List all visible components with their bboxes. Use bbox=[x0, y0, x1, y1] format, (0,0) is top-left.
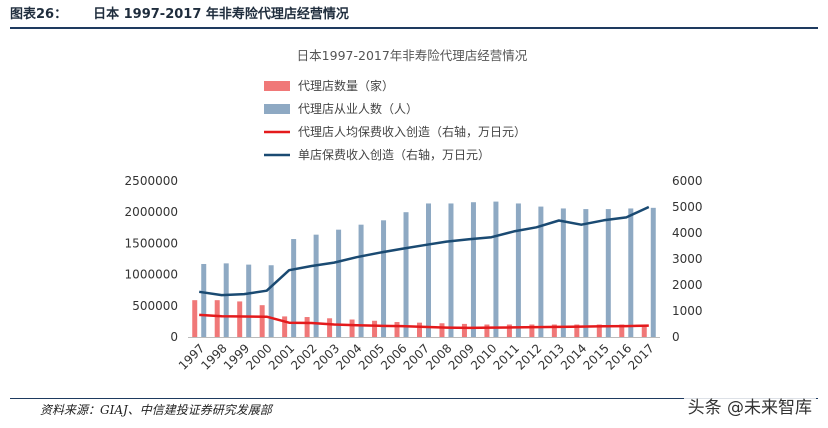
chart-title: 日本1997-2017年非寿险代理店经营情况 bbox=[297, 48, 528, 63]
legend-swatch-1 bbox=[264, 81, 290, 91]
bar-agency-count bbox=[214, 300, 220, 337]
line-premium-per-staff bbox=[199, 313, 649, 330]
x-tick-label: 2017 bbox=[625, 341, 656, 372]
legend-label-3: 代理店人均保费收入创造（右轴，万日元） bbox=[298, 124, 526, 139]
legend-swatch-2 bbox=[264, 104, 290, 114]
bar-agency-staff bbox=[268, 265, 274, 337]
bar-agency-staff bbox=[560, 208, 566, 337]
y-tick-label: 2000000 bbox=[125, 205, 178, 219]
bar-agency-staff bbox=[381, 220, 387, 337]
bar-agency-count bbox=[619, 324, 625, 337]
bar-agency-count bbox=[327, 318, 333, 337]
bar-agency-count bbox=[417, 322, 422, 337]
bar-agency-count bbox=[551, 324, 557, 337]
bar-agency-staff bbox=[650, 207, 656, 337]
legend-label-4: 单店保费收入创造（右轴，万日元） bbox=[298, 147, 490, 162]
figure-title: 日本 1997-2017 年非寿险代理店经营情况 bbox=[93, 7, 349, 22]
bar-agency-staff bbox=[201, 263, 207, 337]
bar-agency-count bbox=[439, 323, 445, 337]
watermark: 头条 @未来智库 bbox=[683, 393, 816, 418]
y-tick-label: 1500000 bbox=[125, 236, 178, 250]
bar-agency-staff bbox=[583, 209, 589, 337]
bar-agency-staff bbox=[246, 264, 252, 337]
y2-tick-label: 1000 bbox=[672, 304, 703, 318]
bar-agency-count bbox=[259, 305, 265, 337]
bar-agency-count bbox=[304, 317, 310, 337]
header-rule bbox=[10, 27, 818, 29]
bar-agency-count bbox=[574, 324, 580, 337]
bar-agency-staff bbox=[470, 202, 476, 337]
bar-agency-count bbox=[484, 324, 490, 337]
bar-agency-count bbox=[394, 322, 400, 337]
bar-agency-count bbox=[529, 324, 535, 337]
bar-agency-staff bbox=[493, 201, 499, 337]
y-tick-label: 1000000 bbox=[125, 268, 178, 282]
line-premium-per-agency bbox=[199, 205, 650, 297]
bar-agency-staff bbox=[448, 203, 454, 337]
bar-agency-staff bbox=[223, 263, 229, 337]
bar-agency-count bbox=[349, 319, 355, 337]
figure-header: 图表26： 日本 1997-2017 年非寿险代理店经营情况 bbox=[10, 3, 349, 25]
y-tick-label: 0 bbox=[170, 330, 178, 344]
y2-tick-label: 3000 bbox=[672, 252, 703, 266]
bar-agency-staff bbox=[403, 212, 409, 337]
y2-tick-label: 2000 bbox=[672, 278, 703, 292]
bar-agency-count bbox=[237, 301, 243, 337]
legend-label-1: 代理店数量（家） bbox=[298, 78, 394, 93]
y2-tick-label: 6000 bbox=[672, 174, 703, 188]
source-note: 资料来源：GIAJ、中信建投证券研究发展部 bbox=[40, 403, 272, 417]
bar-agency-staff bbox=[291, 239, 297, 337]
y-tick-label: 500000 bbox=[132, 299, 178, 313]
bar-agency-staff bbox=[605, 209, 611, 337]
bar-agency-count bbox=[372, 320, 378, 337]
bar-agency-staff bbox=[426, 203, 431, 337]
y2-tick-label: 5000 bbox=[672, 200, 703, 214]
bar-agency-count bbox=[506, 324, 512, 337]
bar-agency-staff bbox=[313, 234, 319, 337]
bar-agency-staff bbox=[336, 229, 342, 337]
bar-agency-count bbox=[461, 323, 467, 337]
bar-agency-staff bbox=[538, 206, 544, 337]
bar-agency-staff bbox=[628, 208, 634, 337]
bar-agency-count bbox=[282, 316, 288, 337]
bar-agency-staff bbox=[515, 203, 521, 337]
y2-tick-label: 4000 bbox=[672, 226, 703, 240]
y2-tick-label: 0 bbox=[672, 330, 680, 344]
bar-agency-count bbox=[192, 300, 198, 337]
legend-label-2: 代理店从业人数（人） bbox=[298, 101, 418, 116]
bar-agency-staff bbox=[358, 224, 364, 337]
figure-label: 图表26： bbox=[10, 7, 68, 22]
bar-agency-count bbox=[641, 324, 647, 337]
footer-rule bbox=[10, 398, 818, 399]
bar-agency-count bbox=[596, 324, 602, 337]
y-tick-label: 2500000 bbox=[125, 174, 178, 188]
